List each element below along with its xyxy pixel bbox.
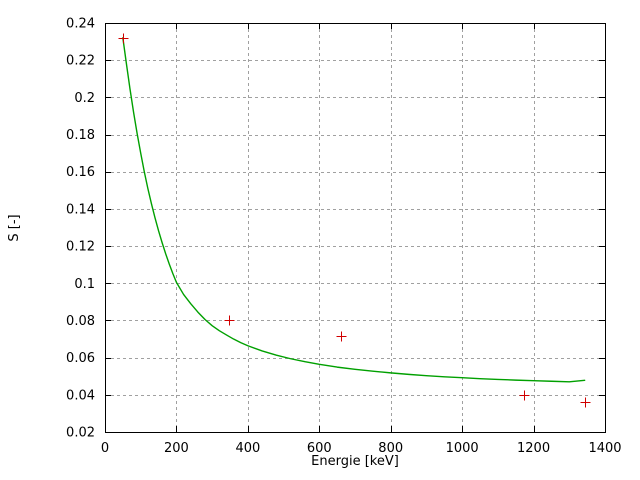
gridlines [105, 23, 605, 432]
x-tick-label: 600 [307, 441, 332, 456]
y-tick-label: 0.1 [74, 277, 95, 292]
y-tick-label: 0.12 [66, 240, 95, 255]
x-tick-label: 1400 [588, 441, 621, 456]
x-tick-label: 400 [235, 441, 260, 456]
y-tick-label: 0.02 [66, 426, 95, 441]
x-tick-label: 200 [164, 441, 189, 456]
fit-curve-path [122, 37, 586, 383]
y-axis-tick-labels: 0.02 0.04 0.06 0.08 0.1 0.12 0.14 0.16 0.18 0.2 0.… [66, 17, 95, 441]
x-axis-title: Energie [keV] [311, 454, 399, 469]
y-tick-label: 0.08 [66, 314, 95, 329]
data-point-marker [224, 315, 235, 326]
y-tick-label: 0.14 [66, 202, 95, 217]
y-tick-label: 0.16 [66, 165, 95, 180]
measured-points-series [118, 33, 591, 408]
y-tick-label: 0.06 [66, 351, 95, 366]
fit-curve-series [122, 37, 586, 383]
x-tick-label: 1000 [446, 441, 479, 456]
data-point-marker [118, 33, 129, 44]
data-point-marker [580, 397, 591, 408]
plot-border-path [104, 22, 607, 434]
y-tick-label: 0.04 [66, 388, 95, 403]
y-tick-label: 0.24 [66, 17, 95, 32]
y-axis-title: S [-] [7, 214, 22, 241]
data-point-marker [336, 331, 347, 342]
y-tick-label: 0.2 [74, 91, 95, 106]
x-tick-label: 800 [378, 441, 403, 456]
y-tick-label: 0.22 [66, 54, 95, 69]
x-axis-tick-labels: 0 200 400 600 800 1000 1200 1400 [101, 441, 622, 456]
y-tick-label: 0.18 [66, 128, 95, 143]
plot-border [104, 22, 607, 434]
data-point-marker [519, 390, 530, 401]
tick-marks [104, 22, 607, 434]
x-tick-label: 1200 [517, 441, 550, 456]
x-tick-label: 0 [101, 441, 109, 456]
